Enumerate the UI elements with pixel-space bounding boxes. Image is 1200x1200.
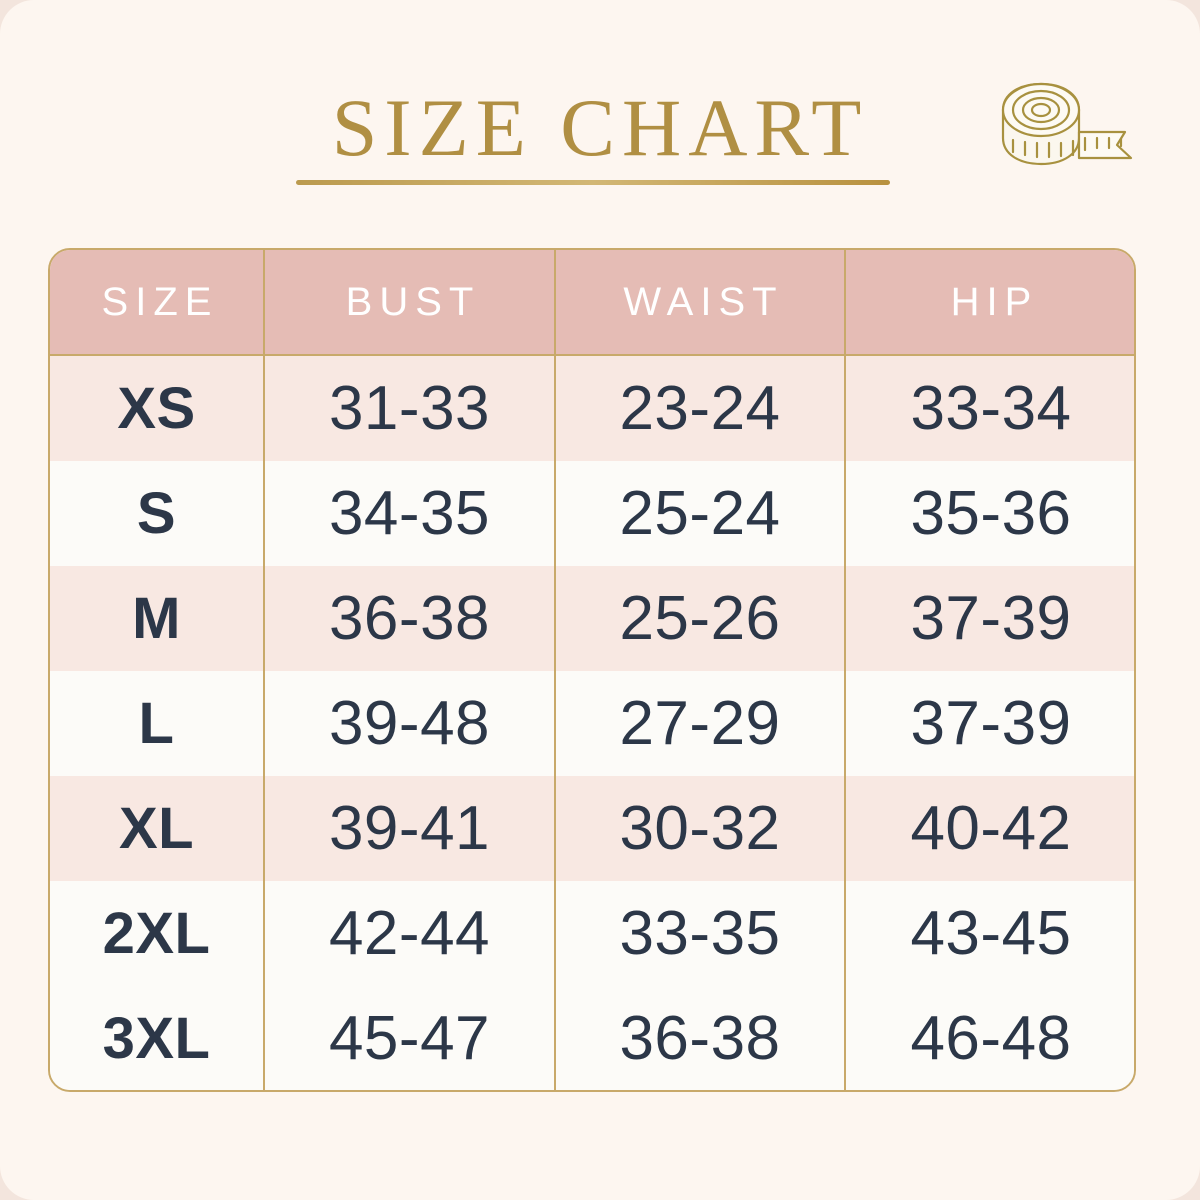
cell-hip: 37-39 xyxy=(845,671,1134,776)
cell-size: XS xyxy=(50,355,265,461)
cell-waist: 23-24 xyxy=(555,355,846,461)
column-header-hip: HIP xyxy=(845,250,1134,356)
cell-bust: 39-48 xyxy=(264,671,556,776)
cell-waist: 36-38 xyxy=(555,986,846,1090)
cell-hip: 40-42 xyxy=(845,776,1134,881)
page-title-block: SIZE CHART xyxy=(0,86,1200,170)
cell-bust: 42-44 xyxy=(264,881,556,986)
measuring-tape-icon xyxy=(985,78,1140,178)
cell-hip: 46-48 xyxy=(845,986,1134,1090)
cell-size: L xyxy=(50,671,265,776)
cell-hip: 35-36 xyxy=(845,461,1134,566)
table-row: XS 31-33 23-24 33-34 xyxy=(50,355,1134,461)
cell-bust: 36-38 xyxy=(264,566,556,671)
table-row: S 34-35 25-24 35-36 xyxy=(50,461,1134,566)
table-row: 2XL 42-44 33-35 43-45 xyxy=(50,881,1134,986)
cell-hip: 33-34 xyxy=(845,355,1134,461)
page-title: SIZE CHART xyxy=(331,82,869,173)
cell-size: M xyxy=(50,566,265,671)
cell-bust: 45-47 xyxy=(264,986,556,1090)
cell-waist: 25-24 xyxy=(555,461,846,566)
table-body: XS 31-33 23-24 33-34 S 34-35 25-24 35-36… xyxy=(50,355,1134,1090)
column-header-size: SIZE xyxy=(50,250,265,356)
size-table: SIZE BUST WAIST HIP XS 31-33 23-24 33-34… xyxy=(50,250,1134,1090)
table-header-row-group: SIZE BUST WAIST HIP xyxy=(50,250,1134,356)
cell-bust: 39-41 xyxy=(264,776,556,881)
title-underline-divider xyxy=(296,180,890,185)
cell-hip: 43-45 xyxy=(845,881,1134,986)
cell-waist: 27-29 xyxy=(555,671,846,776)
cell-size: XL xyxy=(50,776,265,881)
cell-bust: 34-35 xyxy=(264,461,556,566)
cell-hip: 37-39 xyxy=(845,566,1134,671)
table-row: 3XL 45-47 36-38 46-48 xyxy=(50,986,1134,1090)
table-row: M 36-38 25-26 37-39 xyxy=(50,566,1134,671)
chart-header: SIZE CHART xyxy=(0,0,1200,240)
size-table-container: SIZE BUST WAIST HIP XS 31-33 23-24 33-34… xyxy=(48,248,1136,1092)
cell-waist: 25-26 xyxy=(555,566,846,671)
cell-waist: 33-35 xyxy=(555,881,846,986)
cell-size: 2XL xyxy=(50,881,265,986)
cell-size: S xyxy=(50,461,265,566)
column-header-waist: WAIST xyxy=(555,250,846,356)
table-header-row: SIZE BUST WAIST HIP xyxy=(50,250,1134,356)
cell-waist: 30-32 xyxy=(555,776,846,881)
cell-size: 3XL xyxy=(50,986,265,1090)
table-row: L 39-48 27-29 37-39 xyxy=(50,671,1134,776)
column-header-bust: BUST xyxy=(264,250,556,356)
cell-bust: 31-33 xyxy=(264,355,556,461)
table-row: XL 39-41 30-32 40-42 xyxy=(50,776,1134,881)
